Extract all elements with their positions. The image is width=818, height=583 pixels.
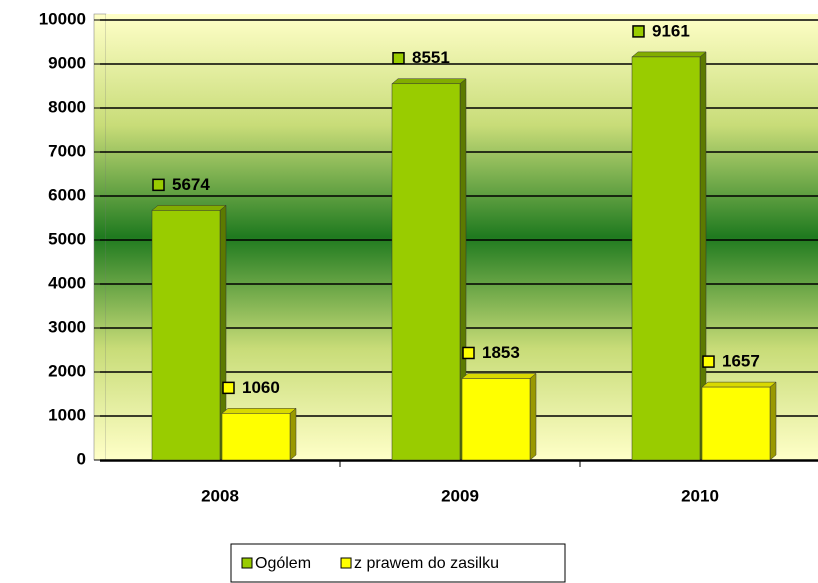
bar-top (221, 408, 297, 414)
data-label: 9161 (652, 21, 690, 40)
bar (151, 210, 221, 461)
data-label-marker (222, 381, 235, 395)
bar-top (151, 205, 227, 211)
data-label: 1853 (482, 343, 520, 362)
bar (631, 56, 701, 461)
bar (461, 378, 531, 461)
data-label-marker (702, 355, 715, 368)
data-label-marker (632, 25, 645, 38)
data-label-marker (462, 346, 475, 360)
y-tick-label: 2000 (48, 361, 86, 380)
data-label: 1657 (722, 352, 760, 371)
bar (701, 386, 771, 461)
y-tick-label: 8000 (48, 97, 86, 116)
data-label: 8551 (412, 48, 450, 67)
legend-label: Ogólem (255, 555, 311, 572)
bar-top (461, 373, 537, 379)
bar (221, 413, 291, 461)
x-tick-label: 2008 (201, 486, 239, 505)
y-tick-label: 10000 (39, 9, 86, 28)
side-wall (93, 13, 107, 461)
y-tick-label: 3000 (48, 317, 86, 336)
data-label: 1060 (242, 378, 280, 397)
legend-swatch (340, 557, 352, 569)
data-label-marker (152, 178, 165, 192)
bar-side (769, 381, 777, 461)
y-tick-label: 6000 (48, 185, 86, 204)
bar-top (391, 78, 467, 85)
x-tick-label: 2010 (681, 486, 719, 505)
y-tick-label: 9000 (48, 53, 86, 72)
bar (391, 83, 461, 461)
bar-side (529, 372, 537, 461)
bar-side (289, 407, 297, 461)
bar-top (701, 381, 777, 388)
legend (230, 543, 566, 583)
y-tick-label: 0 (77, 449, 86, 468)
y-tick-label: 7000 (48, 141, 86, 160)
bar-top (631, 51, 707, 58)
y-tick-label: 1000 (48, 405, 86, 424)
y-tick-label: 5000 (48, 229, 86, 248)
data-label-marker (392, 52, 405, 65)
legend-swatch (241, 557, 253, 569)
legend-label: z prawem do zasilku (354, 555, 499, 572)
x-tick-label: 2009 (441, 486, 479, 505)
y-tick-label: 4000 (48, 273, 86, 292)
data-label: 5674 (172, 175, 210, 194)
